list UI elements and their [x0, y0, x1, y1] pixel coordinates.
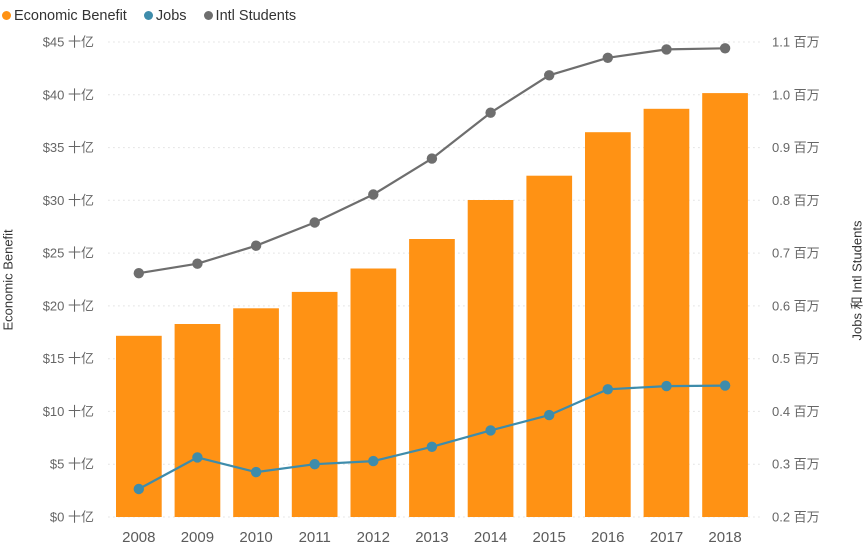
svg-text:$0 十亿: $0 十亿: [50, 510, 94, 525]
svg-text:$40 十亿: $40 十亿: [43, 87, 94, 102]
svg-text:0.3 百万: 0.3 百万: [772, 457, 820, 472]
svg-text:2017: 2017: [650, 529, 683, 546]
svg-text:$20 十亿: $20 十亿: [43, 298, 94, 313]
svg-text:2013: 2013: [415, 529, 448, 546]
svg-text:2009: 2009: [181, 529, 214, 546]
svg-text:0.5 百万: 0.5 百万: [772, 351, 820, 366]
svg-text:2008: 2008: [122, 529, 155, 546]
svg-text:1.0 百万: 1.0 百万: [772, 87, 820, 102]
svg-text:2016: 2016: [591, 529, 624, 546]
svg-text:0.8 百万: 0.8 百万: [772, 193, 820, 208]
svg-text:2011: 2011: [299, 529, 331, 546]
svg-text:2015: 2015: [533, 529, 566, 546]
svg-text:$10 十亿: $10 十亿: [43, 404, 94, 419]
svg-text:0.9 百万: 0.9 百万: [772, 140, 820, 155]
svg-text:$5 十亿: $5 十亿: [50, 457, 94, 472]
svg-text:0.2 百万: 0.2 百万: [772, 510, 820, 525]
svg-text:$30 十亿: $30 十亿: [43, 193, 94, 208]
svg-text:$35 十亿: $35 十亿: [43, 140, 94, 155]
svg-text:0.6 百万: 0.6 百万: [772, 298, 820, 313]
svg-text:2012: 2012: [357, 529, 390, 546]
svg-text:1.1 百万: 1.1 百万: [772, 35, 820, 50]
svg-text:2014: 2014: [474, 529, 507, 546]
svg-text:$45 十亿: $45 十亿: [43, 35, 94, 50]
svg-text:0.4 百万: 0.4 百万: [772, 404, 820, 419]
svg-text:2018: 2018: [708, 529, 741, 546]
svg-text:$15 十亿: $15 十亿: [43, 351, 94, 366]
svg-text:2010: 2010: [239, 529, 272, 546]
svg-text:0.7 百万: 0.7 百万: [772, 246, 820, 261]
svg-text:$25 十亿: $25 十亿: [43, 246, 94, 261]
